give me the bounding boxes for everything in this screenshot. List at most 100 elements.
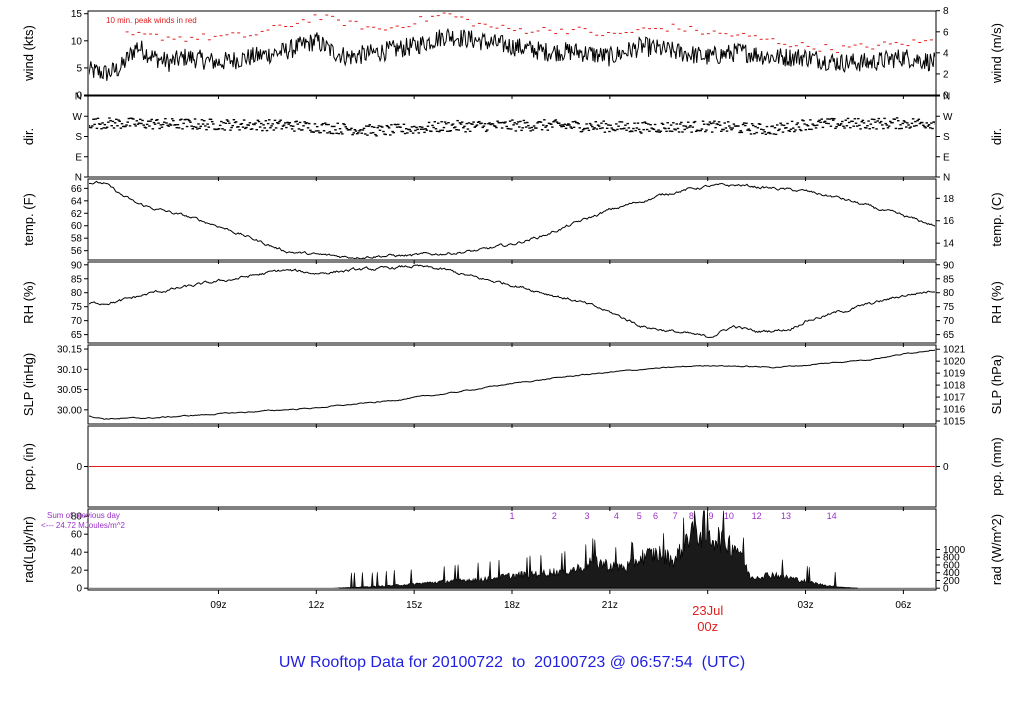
rad-hour-mark: 9 bbox=[708, 511, 713, 521]
rad-left-tick-label: 40 bbox=[71, 548, 83, 559]
rh-plot-area bbox=[89, 264, 935, 339]
rh-right-tick-label: 70 bbox=[943, 316, 955, 327]
slp-plot-area bbox=[89, 349, 935, 420]
slp-right-tick-label: 1017 bbox=[943, 393, 966, 404]
wind-right-tick-label: 4 bbox=[943, 48, 949, 59]
x-tick-label: 12z bbox=[308, 600, 324, 611]
dir-left-tick-label: N bbox=[75, 92, 82, 103]
rad-right-tick-label: 0 bbox=[943, 584, 949, 595]
wind-left-tick-label: 15 bbox=[71, 9, 83, 20]
rad-hour-mark: 6 bbox=[653, 511, 658, 521]
slp-left-tick-label: 30.05 bbox=[57, 385, 82, 396]
dir-right-tick-label: S bbox=[943, 132, 950, 143]
rad-hour-mark: 4 bbox=[614, 511, 619, 521]
footer-title: UW Rooftop Data for 20100722 to 20100723… bbox=[279, 654, 745, 671]
temp-left-tick-label: 60 bbox=[71, 221, 83, 232]
rad-right-tick-label: 400 bbox=[943, 568, 960, 579]
rad-area bbox=[89, 510, 935, 589]
rad-hour-mark: 10 bbox=[724, 511, 734, 521]
rad-left-tick-label: 0 bbox=[76, 584, 82, 595]
footer-to-word: to bbox=[503, 654, 525, 671]
slp-right-tick-label: 1018 bbox=[943, 381, 966, 392]
wind-left-tick-label: 0 bbox=[76, 91, 82, 102]
temp-left-tick-label: 58 bbox=[71, 234, 83, 245]
dir-left-tick-label: E bbox=[75, 152, 82, 163]
wind-plot-area bbox=[89, 12, 935, 81]
wind-series-line bbox=[89, 27, 935, 81]
rad-right-tick-label: 800 bbox=[943, 553, 960, 564]
rad-hour-mark: 3 bbox=[585, 511, 590, 521]
dir-right-tick-label: N bbox=[943, 92, 950, 103]
rad-left-tick-label: 80 bbox=[71, 512, 83, 523]
dir-left-tick-label: S bbox=[75, 132, 82, 143]
slp-panel: 30.00 30.05 30.10 30.15 10151016101710181019… bbox=[21, 344, 1004, 428]
pcp-right-tick-label: 0 bbox=[943, 462, 949, 473]
rad-hour-mark: 7 bbox=[673, 511, 678, 521]
temp-series-line bbox=[89, 180, 935, 259]
rad-left-tick-label: 60 bbox=[71, 530, 83, 541]
wind-right-tick-label: 6 bbox=[943, 27, 949, 38]
rad-plot-area bbox=[89, 510, 935, 589]
slp-right-tick-label: 1019 bbox=[943, 369, 966, 380]
slp-ylabel-right: SLP (hPa) bbox=[989, 355, 1004, 415]
x-date-hour-label: 00z bbox=[697, 619, 718, 634]
wind-panel: 0 5 10 15 0 2 4 6 8 wind (kts) wind (m/s) 10 min. p… bbox=[21, 6, 1004, 101]
slp-right-tick-label: 1021 bbox=[943, 345, 966, 356]
footer-prefix: UW Rooftop Data for bbox=[279, 654, 432, 671]
slp-left-tick-label: 30.15 bbox=[57, 345, 82, 356]
rad-hour-mark: 12 bbox=[752, 511, 762, 521]
rh-right-tick-label: 85 bbox=[943, 274, 955, 285]
rh-right-tick-label: 80 bbox=[943, 288, 955, 299]
wind-right-tick-label: 0 bbox=[943, 91, 949, 102]
rh-ylabel-left: RH (%) bbox=[21, 281, 36, 324]
rh-panel: 65 70 75 80 85 90 65 70 75 80 85 90 RH (%) RH (%) bbox=[21, 260, 1004, 347]
rh-right-tick-label: 65 bbox=[943, 330, 955, 341]
wind-ylabel-right: wind (m/s) bbox=[989, 23, 1004, 84]
rad-left-tick-label: 20 bbox=[71, 566, 83, 577]
dir-right-tick-label: E bbox=[943, 152, 950, 163]
footer-tz: (UTC) bbox=[693, 654, 745, 671]
dir-left-tick-label: N bbox=[75, 173, 82, 184]
slp-left-tick-label: 30.00 bbox=[57, 405, 82, 416]
rad-hour-mark: 13 bbox=[781, 511, 791, 521]
dir-right-tick-label: N bbox=[943, 173, 950, 184]
slp-left-tick-label: 30.10 bbox=[57, 365, 82, 376]
rh-frame bbox=[87, 261, 937, 344]
rh-left-tick-label: 90 bbox=[71, 260, 83, 271]
rad-hour-mark: 1 bbox=[509, 511, 514, 521]
dir-frame bbox=[87, 95, 937, 178]
wind-ylabel-left: wind (kts) bbox=[21, 25, 36, 82]
wind-left-tick-label: 5 bbox=[76, 63, 82, 74]
temp-left-tick-label: 62 bbox=[71, 209, 83, 220]
temp-ylabel-left: temp. (F) bbox=[21, 193, 36, 246]
rad-ylabel-left: rad(Lgly/hr) bbox=[21, 516, 36, 582]
rad-hour-mark: 2 bbox=[552, 511, 557, 521]
temp-plot-area bbox=[89, 180, 935, 259]
x-date-label: 23Jul bbox=[692, 603, 723, 618]
pcp-ylabel-right: pcp. (mm) bbox=[989, 437, 1004, 496]
temp-left-tick-label: 64 bbox=[71, 196, 83, 207]
rh-right-tick-label: 75 bbox=[943, 302, 955, 313]
slp-series-line bbox=[89, 349, 935, 420]
x-tick-label: 18z bbox=[504, 600, 520, 611]
footer-end: 20100723 @ 06:57:54 bbox=[525, 654, 693, 671]
x-tick-label: 06z bbox=[895, 600, 911, 611]
wind-right-tick-label: 8 bbox=[943, 6, 949, 17]
rh-left-tick-label: 70 bbox=[71, 316, 83, 327]
x-tick-label: 03z bbox=[797, 600, 813, 611]
rad-right-tick-label: 600 bbox=[943, 560, 960, 571]
rad-hour-mark: 14 bbox=[827, 511, 837, 521]
rad-ylabel-right: rad (W/m^2) bbox=[989, 514, 1004, 585]
temp-left-tick-label: 66 bbox=[71, 184, 83, 195]
footer-start: 20100722 bbox=[432, 654, 503, 671]
dir-plot-area bbox=[89, 117, 935, 137]
rad-sum-note-value: <--- 24.72 MJoules/m^2 bbox=[41, 521, 126, 530]
dir-right-tick-label: W bbox=[943, 112, 953, 123]
rad-hour-mark: 8 bbox=[689, 511, 694, 521]
rh-ylabel-right: RH (%) bbox=[989, 281, 1004, 324]
